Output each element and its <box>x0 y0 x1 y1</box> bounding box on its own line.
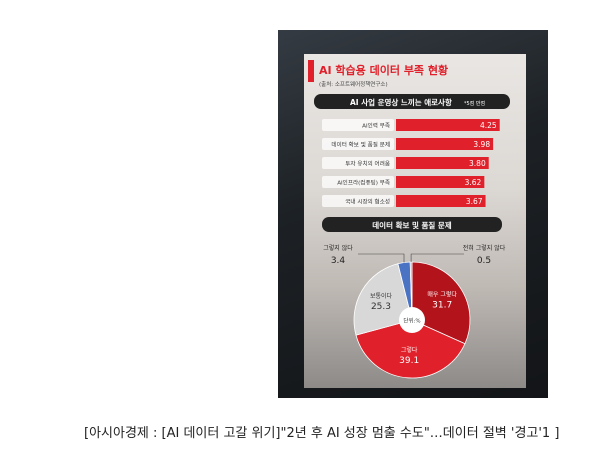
bar-label-bg <box>322 176 394 188</box>
bar <box>396 157 489 169</box>
bar <box>396 138 494 150</box>
bar <box>396 176 485 188</box>
bar-section-header: AI 사업 운영상 느끼는 애로사항 *5점 만점 <box>314 94 510 109</box>
bar-value-label: 3.67 <box>466 197 483 206</box>
bar-label-bg <box>322 157 394 169</box>
bar-label-bg <box>322 195 394 207</box>
pie-slice-label: 그렇다 <box>401 346 418 354</box>
pie-section-pill <box>322 217 502 232</box>
pie-section-header: 데이터 확보 및 품질 문제 <box>322 217 502 232</box>
pie-slice <box>353 263 413 336</box>
title-accent-bar <box>308 60 314 82</box>
pie-slice-value: 25.3 <box>371 302 391 312</box>
bar-section-title: AI 사업 운영상 느끼는 애로사항 <box>350 97 452 107</box>
bar-section-note: *5점 만점 <box>464 100 485 107</box>
title-block: AI 학습용 데이터 부족 현황 (출처: 소프트웨어정책연구소) <box>308 60 448 88</box>
bar-label-bg <box>322 138 394 150</box>
pie-chart: 단위:% 매우 그렇다 31.7 그렇다 39.1 보통이다 25.3 그렇지 않다 3.4 전혀… <box>323 244 506 379</box>
pie-callout-value: 3.4 <box>331 256 346 266</box>
bar-category-label: 데이터 확보 및 품질 문제 <box>331 141 390 149</box>
bar-value-label: 3.98 <box>473 140 490 149</box>
bar-value-label: 4.25 <box>480 121 497 130</box>
bar-category-label: AI인력 부족 <box>362 122 390 130</box>
pie-callout-label: 그렇지 않다 <box>323 244 353 252</box>
bar <box>396 195 486 207</box>
pie-slice-label: 매우 그렇다 <box>427 290 457 298</box>
infographic-svg: AI 학습용 데이터 부족 현황 (출처: 소프트웨어정책연구소) AI 사업 … <box>308 60 510 379</box>
bar-label-bg <box>322 119 394 131</box>
pie-slice <box>355 319 466 379</box>
infographic-title: AI 학습용 데이터 부족 현황 <box>319 63 448 77</box>
pie-slice <box>409 261 413 321</box>
image-caption: [아시아경제 : [AI 데이터 고갈 위기]"2년 후 AI 성장 멈출 수도… <box>84 426 560 441</box>
bar-category-label: 국내 시장의 협소성 <box>345 198 390 206</box>
infographic-source: (출처: 소프트웨어정책연구소) <box>319 80 388 88</box>
pie-slice-value: 39.1 <box>399 356 419 366</box>
pie-section-title: 데이터 확보 및 품질 문제 <box>372 220 452 230</box>
pie-callout-line <box>358 253 405 263</box>
bar-value-label: 3.80 <box>469 159 486 168</box>
pie-callout-value: 0.5 <box>477 256 491 266</box>
pie-callout-line <box>410 253 464 263</box>
bar-category-label: AI인프라(컴퓨팅) 부족 <box>337 179 390 187</box>
pie-center <box>399 307 425 333</box>
bar <box>396 119 500 131</box>
bar-category-label: 투자 유치의 어려움 <box>345 160 390 168</box>
pie-unit-label: 단위:% <box>403 317 420 325</box>
bar-value-label: 3.62 <box>465 178 482 187</box>
bar-section-pill <box>314 94 510 109</box>
pie-slice-label: 보통이다 <box>370 292 393 300</box>
pie-slice-value: 31.7 <box>432 300 452 310</box>
bar-chart: AI인력 부족 4.25 데이터 확보 및 품질 문제 3.98 투자 유치의 어려움 3… <box>322 119 500 207</box>
pie-slice <box>411 261 471 345</box>
pie-callout-label: 전혀 그렇지 않다 <box>463 244 506 252</box>
